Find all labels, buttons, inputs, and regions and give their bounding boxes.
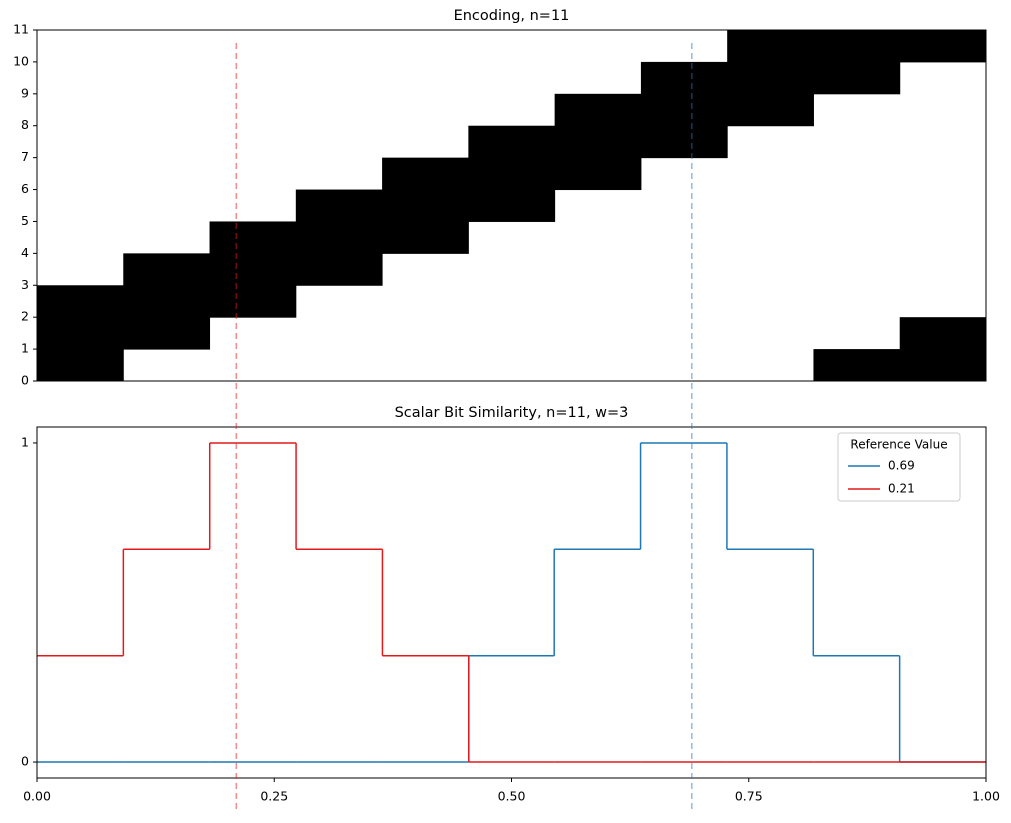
y-tick-label: 6 [21, 181, 29, 196]
cell [209, 285, 297, 318]
y-tick-label: 5 [21, 213, 29, 228]
cell [640, 61, 728, 95]
chart-title: Scalar Bit Similarity, n=11, w=3 [395, 405, 629, 421]
y-tick-label: 9 [21, 85, 29, 100]
cell [123, 285, 211, 318]
y-tick-label: 2 [21, 309, 29, 324]
x-tick-label: 0.50 [498, 789, 526, 804]
x-tick-label: 0.25 [260, 789, 288, 804]
cell [382, 157, 469, 191]
cell [123, 317, 211, 350]
cell [727, 30, 814, 63]
cell [554, 125, 642, 159]
cell [468, 125, 556, 159]
cell [640, 125, 728, 159]
cell [382, 221, 469, 254]
legend-title: Reference Value [850, 438, 947, 452]
cell [727, 93, 814, 127]
cell [382, 189, 469, 222]
cell [37, 285, 124, 318]
cell [899, 317, 987, 350]
y-tick-label: 1 [21, 434, 29, 449]
cell [813, 61, 901, 95]
cell [37, 349, 124, 382]
cell [813, 30, 901, 63]
y-tick-label: 0 [21, 754, 29, 769]
cell [554, 157, 642, 191]
cell [123, 253, 211, 286]
x-tick-label: 1.00 [972, 789, 1000, 804]
cell [554, 93, 642, 127]
cell [899, 349, 987, 382]
y-tick-label: 1 [21, 341, 29, 356]
y-tick-label: 10 [13, 53, 29, 68]
cell [640, 93, 728, 127]
y-tick-label: 0 [21, 373, 29, 388]
y-tick-label: 7 [21, 149, 29, 164]
cell [295, 221, 383, 254]
x-tick-label: 0.00 [23, 789, 51, 804]
axes-frame [36, 29, 987, 382]
cell [209, 253, 297, 286]
cell [468, 157, 556, 191]
cell [295, 189, 383, 222]
legend-label: 0.69 [888, 459, 915, 473]
cell [37, 317, 124, 350]
cell [209, 221, 297, 254]
cell [295, 253, 383, 286]
y-tick-label: 3 [21, 277, 29, 292]
legend-box [837, 432, 961, 502]
cell [727, 61, 814, 95]
y-tick-label: 8 [21, 117, 29, 132]
x-tick-label: 0.75 [735, 789, 763, 804]
cell [813, 349, 901, 382]
legend-label: 0.21 [888, 482, 915, 496]
y-tick-label: 4 [21, 245, 29, 260]
cell [468, 189, 556, 222]
cell [899, 30, 987, 63]
y-tick-label: 11 [13, 22, 29, 37]
chart-title: Encoding, n=11 [454, 8, 570, 24]
